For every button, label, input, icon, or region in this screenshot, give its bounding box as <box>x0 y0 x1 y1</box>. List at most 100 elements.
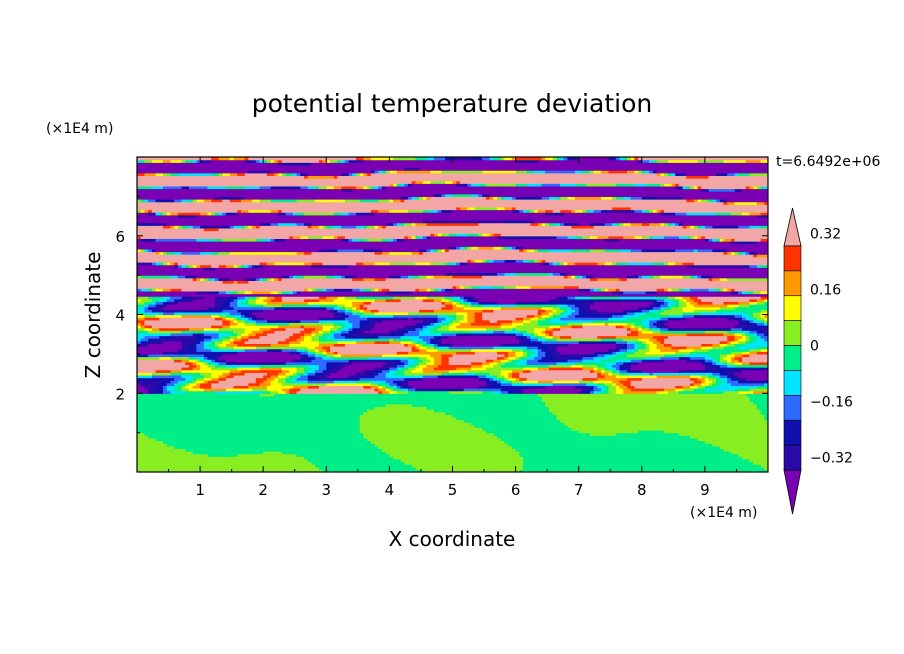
field-cell <box>630 466 635 470</box>
field-cell <box>727 469 732 472</box>
field-cell <box>367 464 372 468</box>
field-cell <box>244 464 249 468</box>
field-cell <box>348 458 353 463</box>
field-cell <box>188 461 194 465</box>
field-cell <box>263 469 268 472</box>
field-cell <box>612 466 617 470</box>
field-cell <box>667 464 673 468</box>
field-cell <box>519 461 524 465</box>
field-cell <box>426 461 431 465</box>
field-cell <box>467 466 472 470</box>
field-cell <box>400 466 405 470</box>
field-cell <box>716 461 721 465</box>
field-cell <box>326 466 331 470</box>
field-cell <box>188 464 194 468</box>
field-cell <box>504 469 509 472</box>
field-cell <box>304 461 309 465</box>
field-cell <box>723 464 728 468</box>
field-cell <box>742 464 747 468</box>
field-cell <box>567 461 572 465</box>
field-cell <box>430 466 435 470</box>
field-cell <box>600 458 606 463</box>
field-cell <box>311 464 316 468</box>
field-cell <box>459 469 465 472</box>
field-cell <box>493 466 498 470</box>
field-cell <box>693 461 699 465</box>
field-cell <box>690 461 695 465</box>
field-cell <box>259 458 264 463</box>
field-cell <box>523 458 528 463</box>
field-cell <box>537 461 543 465</box>
field-cell <box>292 466 298 470</box>
field-cell <box>630 464 635 468</box>
field-cell <box>355 458 361 463</box>
field-cell <box>641 458 647 463</box>
field-cell <box>188 469 194 472</box>
field-cell <box>289 458 294 463</box>
field-cell <box>723 466 728 470</box>
field-cell <box>497 464 502 468</box>
field-cell <box>519 466 524 470</box>
field-cell <box>537 466 543 470</box>
field-cell <box>485 458 491 463</box>
field-cell <box>181 469 186 472</box>
field-cell <box>244 466 249 470</box>
field-cell <box>348 461 353 465</box>
field-cell <box>233 469 238 472</box>
field-cell <box>274 469 279 472</box>
field-cell <box>255 461 261 465</box>
field-cell <box>285 458 290 463</box>
field-cell <box>248 464 253 468</box>
field-cell <box>337 461 342 465</box>
field-cell <box>359 464 365 468</box>
field-cell <box>200 469 205 472</box>
field-cell <box>545 466 550 470</box>
field-cell <box>252 461 257 465</box>
field-cell <box>378 466 383 470</box>
field-cell <box>526 466 532 470</box>
field-cell <box>704 461 710 465</box>
field-cell <box>389 464 394 468</box>
field-cell <box>474 469 480 472</box>
field-cell <box>615 458 621 463</box>
field-cell <box>545 458 550 463</box>
field-cell <box>270 469 275 472</box>
field-cell <box>660 469 665 472</box>
field-cell <box>552 466 558 470</box>
field-cell <box>248 466 253 470</box>
field-cell <box>207 466 212 470</box>
field-cell <box>452 461 457 465</box>
field-cell <box>140 464 146 468</box>
field-cell <box>504 461 509 465</box>
field-cell <box>200 464 205 468</box>
field-cell <box>415 458 420 463</box>
field-cell <box>374 466 379 470</box>
field-cell <box>708 469 713 472</box>
field-cell <box>693 464 699 468</box>
field-cell <box>300 466 305 470</box>
field-cell <box>211 469 216 472</box>
field-cell <box>330 466 335 470</box>
field-cell <box>634 466 639 470</box>
field-cell <box>289 469 294 472</box>
field-cell <box>233 461 238 465</box>
field-cell <box>523 461 528 465</box>
field-cell <box>690 464 695 468</box>
field-cell <box>188 466 194 470</box>
field-cell <box>511 464 517 468</box>
field-cell <box>415 461 420 465</box>
field-cell <box>404 461 409 465</box>
field-cell <box>144 461 149 465</box>
field-cell <box>756 461 762 465</box>
field-cell <box>445 466 450 470</box>
field-cell <box>148 469 153 472</box>
field-cell <box>307 458 313 463</box>
field-cell <box>170 464 175 468</box>
field-cell <box>753 469 758 472</box>
field-cell <box>140 458 146 463</box>
field-cell <box>764 464 768 468</box>
field-cell <box>500 464 506 468</box>
field-cell <box>322 458 327 463</box>
y-unit-label: (×1E4 m) <box>46 121 113 137</box>
field-cell <box>474 461 480 465</box>
